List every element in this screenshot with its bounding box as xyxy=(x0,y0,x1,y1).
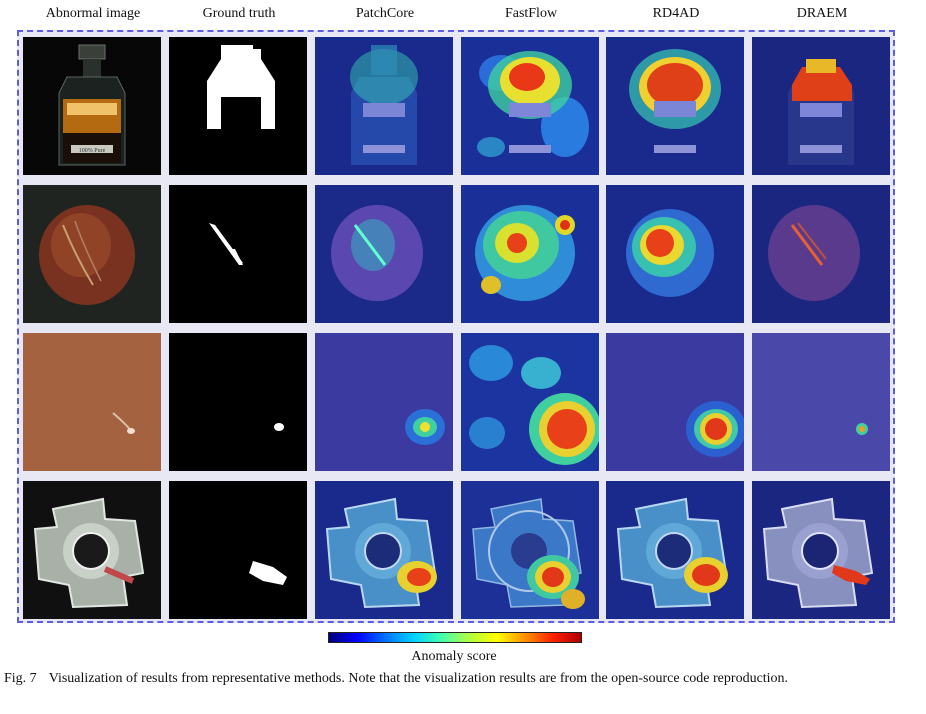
bottle-label-text: 100% Pure xyxy=(79,148,106,154)
row3-fastflow xyxy=(461,333,599,471)
row2-abnormal-image xyxy=(23,185,161,323)
row1-draem xyxy=(752,37,890,175)
row2-fastflow xyxy=(461,185,599,323)
row3-draem xyxy=(752,333,890,471)
results-grid-frame xyxy=(17,30,895,623)
figure-number: Fig. 7 xyxy=(4,671,37,686)
caption-text: Visualization of results from representa… xyxy=(48,671,789,686)
row4-ground-truth xyxy=(169,481,307,619)
column-header-ground-truth: Ground truth xyxy=(202,6,276,21)
row4-draem xyxy=(752,481,890,619)
row1-patchcore xyxy=(315,37,453,175)
row2-rd4ad xyxy=(606,185,744,323)
row4-patchcore xyxy=(315,481,453,619)
colorbar-label: Anomaly score xyxy=(411,649,497,664)
row1-ground-truth xyxy=(169,37,307,175)
row3-ground-truth xyxy=(169,333,307,471)
row4-rd4ad xyxy=(606,481,744,619)
row2-draem xyxy=(752,185,890,323)
row1-fastflow xyxy=(461,37,599,175)
row3-rd4ad xyxy=(606,333,744,471)
row3-abnormal-image xyxy=(23,333,161,471)
row2-ground-truth xyxy=(169,185,307,323)
column-header-abnormal-image: Abnormal image xyxy=(45,6,141,21)
anomaly-score-colorbar xyxy=(328,632,582,643)
column-header-draem: DRAEM xyxy=(796,6,848,21)
column-header-patchcore: PatchCore xyxy=(355,6,415,21)
row4-fastflow xyxy=(461,481,599,619)
row2-patchcore xyxy=(315,185,453,323)
row4-abnormal-image xyxy=(23,481,161,619)
row1-abnormal-image: 100% Pure xyxy=(23,37,161,175)
row3-patchcore xyxy=(315,333,453,471)
column-header-fastflow: FastFlow xyxy=(504,6,558,21)
figure-caption: Fig. 7 Visualization of results from repr… xyxy=(4,670,914,688)
row1-rd4ad xyxy=(606,37,744,175)
column-header-rd4ad: RD4AD xyxy=(652,6,700,21)
